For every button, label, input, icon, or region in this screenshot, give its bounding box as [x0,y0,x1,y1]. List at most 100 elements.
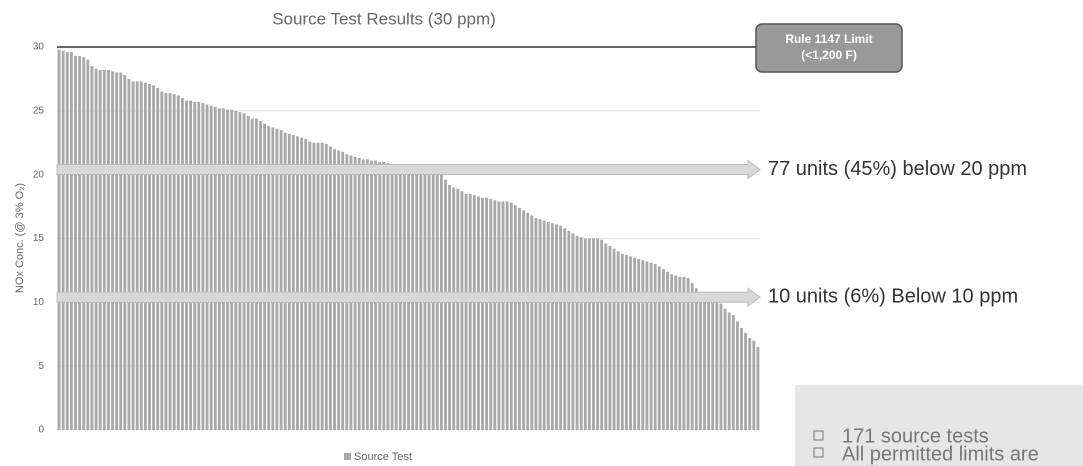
bar [579,237,583,430]
legend-swatch [344,453,351,460]
notes-box [795,385,1083,466]
bar [518,207,521,430]
bar [690,283,694,430]
bar [624,255,628,430]
bar [287,133,291,430]
bar [670,274,674,430]
bar [74,55,77,430]
bar [448,184,452,430]
bar [723,308,727,430]
bar [254,118,258,430]
bar [271,127,275,431]
bar [481,197,484,430]
note: All permitted limits are [842,443,1039,465]
bar [259,121,262,431]
bar [620,253,624,430]
bar [106,69,110,430]
bar [131,81,135,430]
legend-label: Source Test [354,451,412,463]
bar [57,49,61,430]
bar [522,210,526,430]
bar [711,299,715,430]
bar [111,71,114,431]
bar [485,197,489,430]
bar [666,271,669,430]
bar [653,264,657,430]
bar [452,187,456,430]
bar [102,69,106,430]
bar [612,248,616,430]
bar [246,115,250,430]
bar [341,151,345,431]
bar [740,327,743,430]
bar [275,128,279,430]
bar [308,141,312,430]
limit-label: Rule 1147 Limit [785,32,872,46]
bar [513,205,517,430]
bar [279,129,283,430]
y-tick-label: 0 [38,425,44,436]
bar [616,251,620,430]
bar [222,108,225,430]
checkbox [813,447,824,458]
bar [489,198,493,430]
bar [649,262,653,430]
bar [534,218,538,430]
bar [205,104,209,430]
bar [472,195,476,430]
bar [526,212,530,430]
bar [250,118,254,430]
bar [756,347,760,430]
y-tick-label: 15 [33,233,45,244]
bar [98,69,102,430]
annotation: 10 units (6%) Below 10 ppm [768,286,1018,308]
bar [242,113,246,431]
bar [328,146,332,430]
bar [464,193,468,430]
bar [168,92,172,431]
note: 171 source tests [842,425,989,447]
y-tick-label: 10 [33,297,45,308]
bar [596,238,600,430]
bar [468,193,472,430]
bar [119,72,123,431]
y-tick-label: 5 [38,361,44,372]
annotation: 77 units (45%) below 20 ppm [768,158,1027,180]
bar [645,261,649,430]
bar [703,294,706,430]
bar [189,100,193,431]
bar [333,149,336,430]
bar [505,201,509,430]
bar [90,66,94,431]
bar [283,132,287,430]
bar [152,85,156,431]
bar [563,228,567,430]
arrow [56,159,761,180]
bar [698,292,702,430]
bar [744,332,748,430]
bar [555,224,558,430]
bar [320,142,324,430]
bar [748,338,752,430]
bar [61,50,65,431]
bar [501,201,505,430]
bar [135,81,139,430]
bar [637,258,641,430]
bar [94,68,98,430]
bar [641,260,645,430]
bar [312,142,316,430]
y-tick-label: 20 [33,169,45,180]
bar [201,103,205,430]
bar [752,340,756,430]
bar [546,221,550,430]
bar [493,200,497,430]
y-tick-label: 30 [33,42,45,53]
bar [143,82,147,430]
bar [592,238,595,430]
bar [707,297,711,430]
bar [123,75,127,430]
bar [213,107,217,431]
bar [583,238,587,430]
bar [115,72,119,431]
